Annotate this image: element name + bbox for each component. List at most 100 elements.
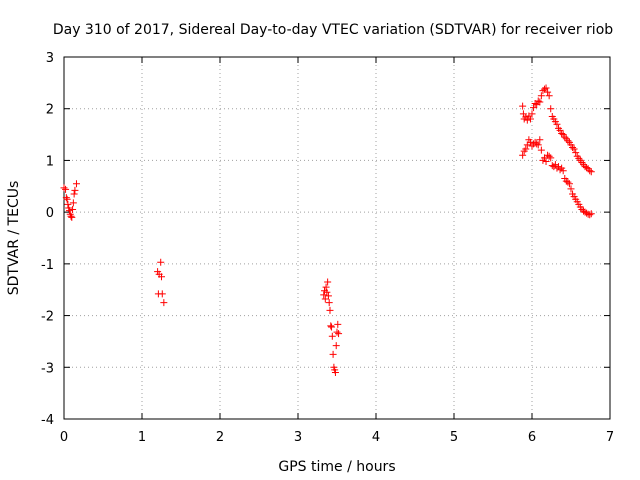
data-point (335, 330, 343, 338)
data-point (570, 145, 578, 153)
data-point (522, 145, 530, 153)
data-point (530, 104, 538, 112)
data-point (533, 140, 541, 148)
data-point (60, 184, 68, 192)
data-point (331, 368, 339, 376)
data-point (522, 113, 530, 121)
x-tick-label: 4 (372, 430, 380, 445)
data-point (333, 328, 341, 336)
data-point (329, 350, 337, 358)
data-point (64, 200, 72, 208)
data-point (157, 258, 165, 266)
data-point (572, 149, 580, 157)
data-point (564, 178, 572, 186)
data-point (63, 195, 71, 203)
data-point (332, 342, 340, 350)
data-point (558, 130, 566, 138)
y-tick-label: 3 (46, 51, 54, 66)
axis-ticks (63, 56, 611, 420)
data-point (158, 273, 165, 281)
data-point (334, 320, 342, 328)
data-point (547, 105, 555, 113)
data-point (556, 166, 564, 174)
data-point (587, 168, 595, 176)
x-tick-label: 1 (138, 430, 146, 445)
data-point (545, 152, 553, 160)
data-point (519, 151, 527, 159)
data-point (540, 85, 548, 93)
data-point (583, 164, 591, 172)
gridlines (64, 57, 610, 419)
plot-frame (63, 56, 611, 420)
data-point (545, 92, 553, 100)
data-point (69, 199, 77, 207)
data-point (548, 162, 556, 170)
data-point (69, 206, 77, 214)
data-point (158, 290, 166, 298)
y-tick-label: -3 (41, 361, 54, 376)
data-point (68, 213, 76, 221)
data-point (556, 126, 564, 134)
y-tick-labels: -4 -3 -2 -1 0 1 2 3 (41, 51, 54, 428)
data-point (537, 146, 545, 154)
data-point (586, 167, 594, 175)
data-points (60, 84, 595, 376)
x-tick-label: 2 (216, 430, 224, 445)
data-point (583, 209, 591, 217)
data-point (328, 332, 336, 340)
data-point (523, 116, 531, 124)
y-tick-label: -4 (41, 413, 54, 428)
data-point (553, 120, 561, 128)
data-point (537, 92, 545, 100)
data-point (160, 299, 168, 307)
x-axis-label: GPS time / hours (278, 459, 395, 475)
data-point (324, 278, 332, 286)
data-point (542, 84, 550, 92)
data-point (559, 167, 567, 175)
x-tick-label: 0 (60, 430, 68, 445)
data-point (323, 288, 331, 296)
data-point (70, 190, 78, 198)
data-point (587, 210, 595, 218)
data-point (544, 88, 552, 96)
y-axis-label: SDTVAR / TECUs (6, 181, 22, 296)
y-tick-label: -2 (41, 310, 54, 325)
data-point (547, 154, 555, 162)
y-tick-label: 2 (46, 103, 54, 118)
data-point (534, 97, 542, 105)
data-point (327, 322, 335, 330)
x-tick-labels: 0 1 2 3 4 5 6 7 (60, 430, 614, 445)
x-tick-label: 6 (528, 430, 536, 445)
data-point (62, 194, 70, 202)
y-tick-label: 0 (46, 206, 54, 221)
data-point (528, 110, 536, 118)
data-point (324, 292, 332, 300)
chart-title: Day 310 of 2017, Sidereal Day-to-day VTE… (53, 22, 613, 38)
data-point (564, 137, 572, 145)
data-point (561, 133, 569, 141)
data-point (72, 180, 80, 188)
data-point (519, 102, 527, 110)
data-point (326, 306, 334, 314)
y-tick-label: 1 (46, 154, 54, 169)
data-point (569, 144, 577, 151)
data-point (62, 185, 70, 193)
data-point (565, 180, 573, 188)
data-point (542, 157, 550, 165)
data-point (65, 207, 73, 215)
data-point (67, 212, 75, 220)
data-point (328, 323, 336, 331)
data-point (325, 299, 333, 307)
data-point (321, 295, 329, 303)
data-point (555, 163, 563, 171)
data-point (586, 211, 594, 219)
data-point (322, 283, 330, 291)
data-point (526, 115, 534, 123)
y-tick-label: -1 (41, 258, 54, 273)
x-tick-label: 5 (450, 430, 458, 445)
data-point (567, 185, 575, 193)
x-tick-label: 3 (294, 430, 302, 445)
data-point (71, 186, 79, 194)
data-point (534, 141, 542, 149)
